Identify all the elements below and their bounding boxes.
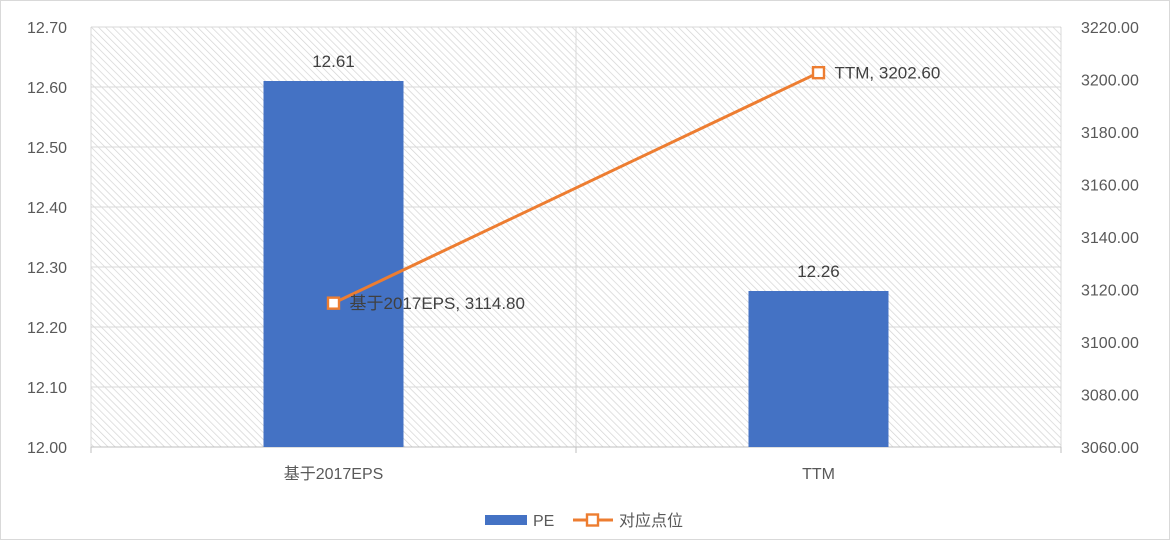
- line-marker: [811, 65, 826, 80]
- x-category-label: 基于2017EPS: [284, 465, 384, 483]
- y-right-tick-label: 3080.00: [1081, 388, 1139, 405]
- y-right-tick-label: 3100.00: [1081, 335, 1139, 352]
- line-marker: [326, 296, 341, 310]
- legend-marker-line: [585, 513, 600, 527]
- axes: 12.00 12.10 12.20 12.30 12.40 12.50 12.60 12.70…: [27, 20, 1139, 483]
- bar-pe: [748, 291, 889, 447]
- line-points: [332, 71, 820, 305]
- legend-label-points: 对应点位: [619, 511, 683, 530]
- bar-data-label: 12.61: [312, 52, 355, 71]
- line-series-points: [326, 65, 826, 310]
- bar-series-pe: [263, 81, 889, 447]
- x-category-label: TTM: [802, 466, 835, 483]
- y-left-tick-label: 12.60: [27, 80, 67, 97]
- bar-pe: [263, 81, 404, 447]
- y-left-tick-label: 12.20: [27, 320, 67, 337]
- y-right-tick-label: 3060.00: [1081, 440, 1139, 457]
- legend-label-pe: PE: [533, 513, 554, 530]
- y-left-tick-label: 12.40: [27, 200, 67, 217]
- bar-data-label: 12.26: [797, 262, 840, 281]
- y-right-tick-label: 3160.00: [1081, 178, 1139, 195]
- y-left-tick-label: 12.10: [27, 380, 67, 397]
- legend-swatch-pe: [485, 515, 527, 525]
- y-right-tick-label: 3200.00: [1081, 73, 1139, 90]
- gridlines: [90, 26, 1062, 448]
- legend: PE 对应点位: [485, 511, 683, 530]
- y-right-tick-label: 3180.00: [1081, 125, 1139, 142]
- line-data-label: TTM, 3202.60: [835, 64, 941, 83]
- y-right-tick-label: 3220.00: [1081, 20, 1139, 37]
- y-left-tick-label: 12.50: [27, 140, 67, 157]
- y-left-tick-label: 12.00: [27, 440, 67, 457]
- data-labels: 12.61 12.26 基于2017EPS, 3114.80 TTM, 3202.60: [312, 52, 940, 313]
- y-right-tick-label: 3140.00: [1081, 230, 1139, 247]
- y-left-tick-label: 12.70: [27, 20, 67, 37]
- y-left-tick-label: 12.30: [27, 260, 67, 277]
- line-data-label: 基于2017EPS, 3114.80: [350, 294, 525, 313]
- y-right-tick-label: 3120.00: [1081, 283, 1139, 300]
